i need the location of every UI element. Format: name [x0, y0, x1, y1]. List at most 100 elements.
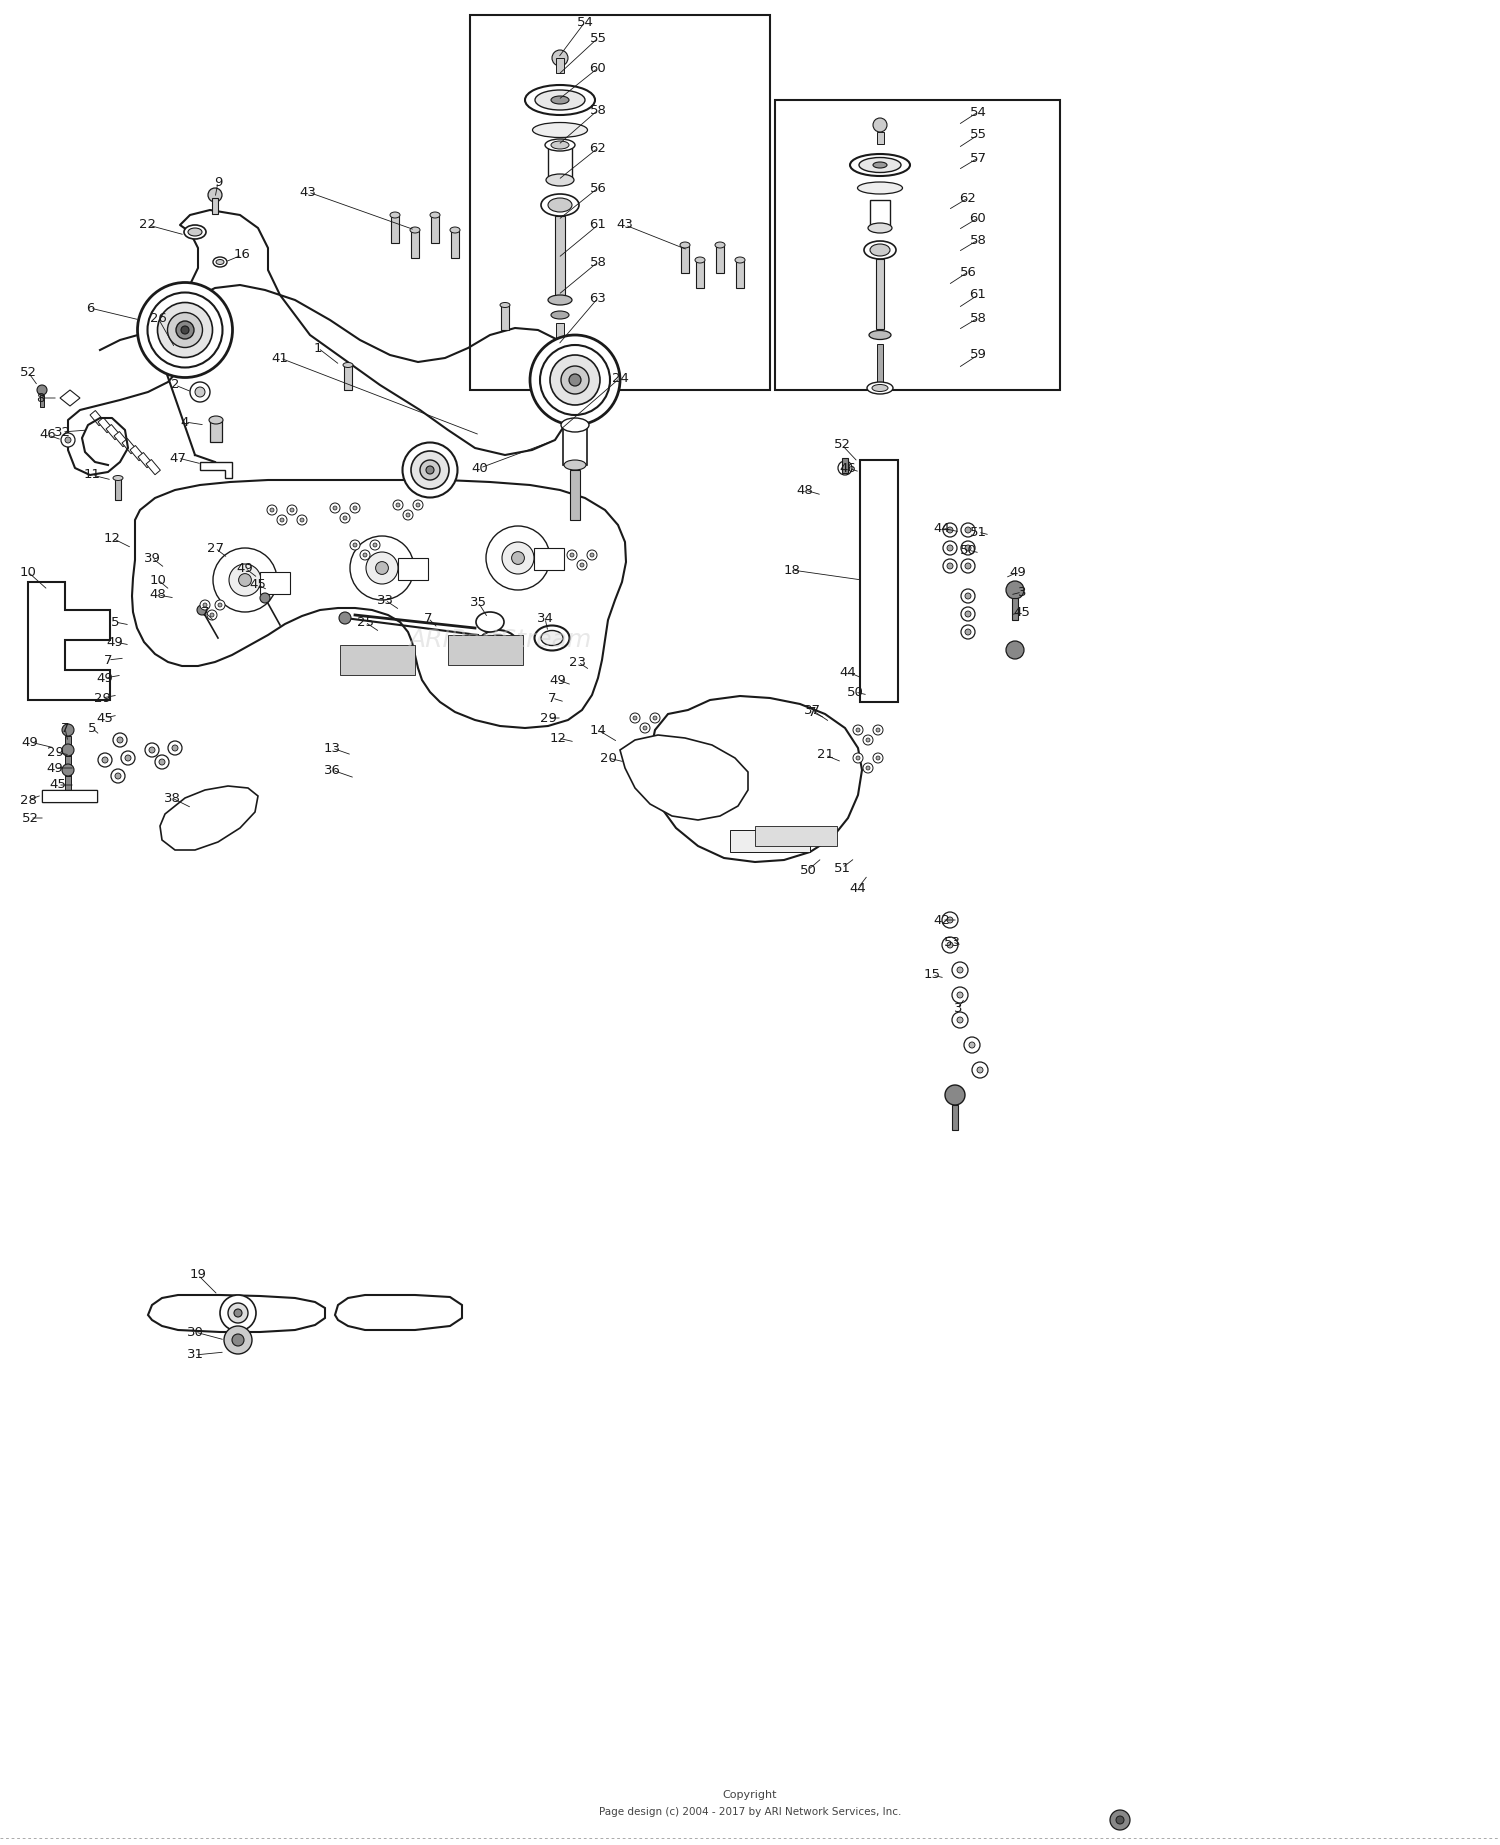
Ellipse shape	[216, 260, 223, 264]
Ellipse shape	[176, 321, 194, 339]
Circle shape	[363, 554, 368, 557]
Text: 8: 8	[36, 391, 44, 404]
Text: 43: 43	[616, 218, 633, 231]
Circle shape	[942, 911, 958, 928]
Ellipse shape	[544, 138, 574, 151]
Circle shape	[486, 526, 550, 590]
Ellipse shape	[426, 467, 433, 474]
Circle shape	[413, 500, 423, 509]
Ellipse shape	[542, 631, 562, 646]
Text: 49: 49	[96, 672, 114, 684]
Circle shape	[1007, 640, 1025, 659]
Circle shape	[503, 542, 534, 574]
Ellipse shape	[390, 212, 400, 218]
Circle shape	[280, 518, 284, 522]
Circle shape	[946, 528, 952, 533]
Text: 49: 49	[21, 736, 39, 749]
Bar	[340, 646, 416, 675]
Text: 5: 5	[111, 616, 120, 629]
Circle shape	[340, 513, 350, 522]
Ellipse shape	[680, 242, 690, 247]
Text: 60: 60	[969, 212, 987, 225]
Ellipse shape	[550, 96, 568, 103]
Circle shape	[404, 509, 412, 520]
Circle shape	[168, 742, 182, 755]
Circle shape	[633, 716, 638, 720]
Ellipse shape	[411, 450, 448, 489]
Text: 61: 61	[590, 218, 606, 231]
Text: 19: 19	[189, 1269, 207, 1282]
Text: 58: 58	[590, 103, 606, 116]
Polygon shape	[148, 1295, 326, 1332]
Circle shape	[952, 987, 968, 1004]
Ellipse shape	[147, 293, 222, 367]
Circle shape	[339, 613, 351, 624]
Circle shape	[944, 522, 957, 537]
Circle shape	[210, 613, 214, 616]
Text: 25: 25	[357, 616, 374, 629]
Bar	[392, 216, 399, 244]
Circle shape	[214, 600, 225, 611]
Text: 20: 20	[600, 751, 616, 764]
Ellipse shape	[532, 122, 588, 138]
Ellipse shape	[138, 282, 232, 378]
Text: 51: 51	[834, 862, 850, 875]
Circle shape	[228, 1303, 248, 1323]
Circle shape	[270, 507, 274, 513]
Bar	[556, 365, 562, 410]
Ellipse shape	[430, 212, 439, 218]
Bar	[211, 197, 217, 214]
Text: 49: 49	[1010, 566, 1026, 579]
Text: 46: 46	[840, 461, 856, 474]
Text: 62: 62	[590, 142, 606, 155]
Circle shape	[297, 515, 307, 526]
Circle shape	[873, 725, 883, 734]
Text: 12: 12	[104, 531, 120, 544]
Bar	[106, 424, 120, 439]
Ellipse shape	[420, 459, 440, 480]
Circle shape	[62, 744, 74, 756]
Bar	[138, 452, 153, 469]
Text: 55: 55	[590, 31, 606, 44]
Text: 42: 42	[933, 913, 951, 926]
Text: 7: 7	[423, 611, 432, 624]
Text: 44: 44	[840, 666, 856, 679]
Circle shape	[873, 753, 883, 764]
Circle shape	[952, 1013, 968, 1028]
Polygon shape	[60, 389, 80, 406]
Circle shape	[630, 712, 640, 723]
Bar	[122, 439, 136, 454]
Ellipse shape	[550, 140, 568, 149]
Circle shape	[1116, 1815, 1124, 1825]
Circle shape	[202, 603, 207, 607]
Circle shape	[278, 515, 286, 526]
Ellipse shape	[550, 354, 568, 362]
Ellipse shape	[534, 625, 570, 651]
Ellipse shape	[344, 362, 352, 367]
Text: 5: 5	[87, 721, 96, 734]
Circle shape	[839, 461, 852, 474]
Circle shape	[853, 725, 862, 734]
Circle shape	[964, 544, 970, 552]
Text: 33: 33	[376, 594, 393, 607]
Bar	[556, 57, 564, 74]
Text: 6: 6	[86, 301, 94, 314]
Circle shape	[116, 773, 122, 779]
Bar	[344, 365, 352, 389]
Bar	[1013, 598, 1019, 620]
Circle shape	[207, 611, 218, 620]
Circle shape	[586, 550, 597, 561]
Circle shape	[102, 756, 108, 764]
Circle shape	[945, 1085, 964, 1105]
Text: 38: 38	[164, 792, 180, 804]
Circle shape	[267, 506, 278, 515]
Circle shape	[196, 605, 207, 614]
Text: 48: 48	[150, 589, 166, 601]
Circle shape	[213, 548, 278, 613]
Ellipse shape	[873, 162, 886, 168]
Text: 21: 21	[816, 749, 834, 762]
Bar	[146, 459, 160, 474]
Text: 46: 46	[39, 428, 57, 441]
Circle shape	[286, 506, 297, 515]
Bar	[876, 258, 884, 328]
